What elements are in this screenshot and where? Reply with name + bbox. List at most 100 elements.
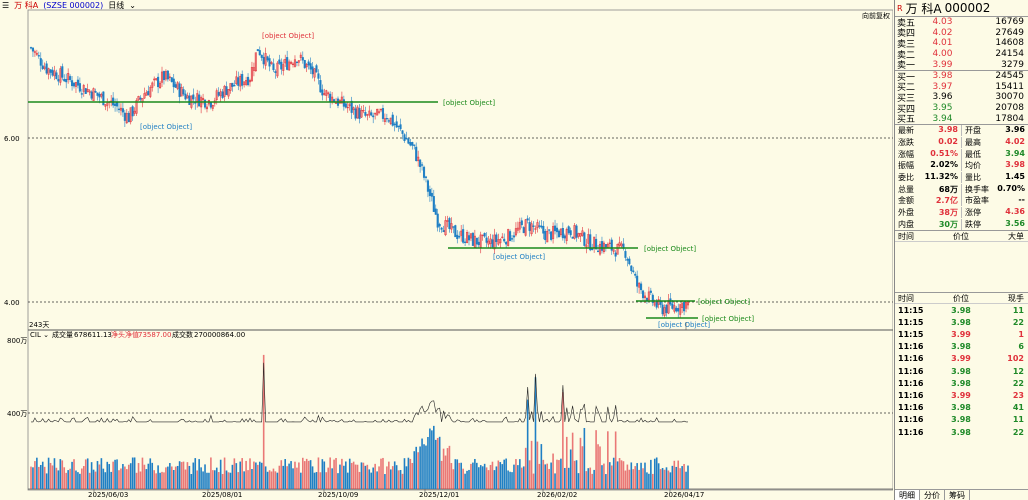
volume-bar xyxy=(110,471,112,489)
candle-body xyxy=(80,93,83,95)
candle-body xyxy=(514,228,517,236)
volume-bar xyxy=(114,459,116,489)
candle-body xyxy=(69,76,72,81)
trade-row[interactable]: 11:16 3.98 22 xyxy=(895,426,1028,438)
volume-bar xyxy=(176,465,179,489)
candle-body xyxy=(366,114,369,116)
volume-bar xyxy=(522,466,525,489)
candle-body xyxy=(172,78,175,88)
tab-price[interactable]: 分价 xyxy=(920,490,945,500)
volume-bar xyxy=(39,464,42,489)
candle-body xyxy=(559,228,562,236)
trade-row[interactable]: 11:16 3.98 41 xyxy=(895,402,1028,414)
candle-body xyxy=(293,59,297,67)
volume-bar xyxy=(41,461,44,489)
volume-bar xyxy=(290,461,292,489)
trade-row[interactable]: 11:16 3.98 11 xyxy=(895,414,1028,426)
ask-row[interactable]: 卖五 4.03 16769 xyxy=(895,17,1028,29)
trade-price: 3.98 xyxy=(951,342,971,352)
stat-cell: 市盈率 -- xyxy=(962,195,1028,206)
candlestick-series[interactable] xyxy=(29,46,690,319)
candle-body xyxy=(411,142,414,146)
tab-detail[interactable]: 明细 xyxy=(895,490,920,500)
trade-row[interactable]: 11:16 3.98 12 xyxy=(895,365,1028,377)
volume-bar xyxy=(239,461,242,489)
volume-bar xyxy=(687,465,689,489)
volume-bar xyxy=(587,468,590,489)
candle-body xyxy=(612,249,615,252)
trade-row[interactable]: 11:16 3.98 22 xyxy=(895,377,1028,389)
low-label: [object Object] xyxy=(658,321,710,329)
chevron-down-icon[interactable]: ⌄ xyxy=(129,1,136,10)
volume-bar xyxy=(491,461,494,489)
bid-row[interactable]: 买五 3.94 17804 xyxy=(895,113,1028,126)
bid-volume: 15411 xyxy=(995,81,1024,92)
stat-value: 11.32% xyxy=(924,172,958,182)
ask-price: 4.02 xyxy=(932,27,953,38)
volume-bar xyxy=(650,459,652,489)
candle-body xyxy=(182,89,185,95)
volume-bar xyxy=(589,467,592,489)
chart-area[interactable]: 6.00 4.00 向前复权 [object Object] [object Objec… xyxy=(0,0,893,500)
trade-price: 3.98 xyxy=(951,305,971,315)
candle-body xyxy=(258,50,261,56)
bid-row[interactable]: 买一 3.98 24545 xyxy=(895,71,1028,83)
volume-bar xyxy=(343,465,345,489)
volume-bar xyxy=(616,461,619,489)
candle-body xyxy=(354,108,357,119)
volume-bar xyxy=(462,468,464,489)
ask-row[interactable]: 卖三 4.01 14608 xyxy=(895,38,1028,50)
candle-body xyxy=(248,80,252,83)
candle-body xyxy=(405,137,408,140)
bid-row[interactable]: 买四 3.95 20708 xyxy=(895,103,1028,115)
candle-body xyxy=(595,238,598,250)
candle-body xyxy=(524,219,527,236)
candle-body xyxy=(352,107,355,111)
trade-row[interactable]: 11:16 3.99 102 xyxy=(895,353,1028,365)
ask-row[interactable]: 卖一 3.99 3279 xyxy=(895,59,1028,72)
candle-body xyxy=(137,96,140,101)
bid-row[interactable]: 买二 3.97 15411 xyxy=(895,81,1028,94)
candle-body xyxy=(663,307,666,316)
candle-body xyxy=(532,225,535,227)
candle-body xyxy=(278,59,281,64)
candle-body xyxy=(74,82,78,87)
volume-bar xyxy=(458,462,461,489)
candle-body xyxy=(681,303,684,308)
menu-icon[interactable]: ☰ xyxy=(2,1,10,10)
volume-bar xyxy=(345,461,347,489)
trade-row[interactable]: 11:15 3.98 11 xyxy=(895,304,1028,316)
volume-bar xyxy=(163,472,165,489)
volume-bar xyxy=(153,470,155,489)
candle-body xyxy=(211,105,214,109)
trade-row[interactable]: 11:16 3.98 6 xyxy=(895,341,1028,353)
trade-list[interactable]: 11:15 3.98 11 11:15 3.98 22 11:15 3.99 1 11:16 3.9… xyxy=(895,304,1028,438)
trade-row[interactable]: 11:16 3.99 23 xyxy=(895,389,1028,401)
volume-bar xyxy=(323,461,326,489)
candle-body xyxy=(620,243,623,247)
quote-stock-code: 000002 xyxy=(944,1,991,15)
stat-cell: 跌停 3.56 xyxy=(962,219,1028,230)
volume-bar xyxy=(317,457,320,489)
ask-row[interactable]: 卖二 4.00 24154 xyxy=(895,49,1028,61)
volume-bar xyxy=(376,471,378,489)
volume-series[interactable] xyxy=(30,354,689,489)
volume-bar xyxy=(534,377,537,489)
bid-row[interactable]: 买三 3.96 30070 xyxy=(895,92,1028,104)
volume-bar xyxy=(679,468,681,489)
candle-body xyxy=(598,243,602,255)
period-label[interactable]: 日线 xyxy=(108,1,125,10)
volume-bar xyxy=(648,473,650,489)
stat-value: -- xyxy=(1018,195,1025,205)
trade-row[interactable]: 11:15 3.98 22 xyxy=(895,316,1028,328)
volume-bar xyxy=(542,459,545,489)
volume-bar xyxy=(133,457,136,489)
tab-chips[interactable]: 筹码 xyxy=(945,490,970,500)
trade-row[interactable]: 11:15 3.99 1 xyxy=(895,329,1028,341)
candle-body xyxy=(63,78,66,82)
volume-bar xyxy=(262,354,265,489)
trade-volume: 1 xyxy=(1018,330,1024,340)
ask-row[interactable]: 卖四 4.02 27649 xyxy=(895,27,1028,40)
volume-bar xyxy=(53,458,56,489)
